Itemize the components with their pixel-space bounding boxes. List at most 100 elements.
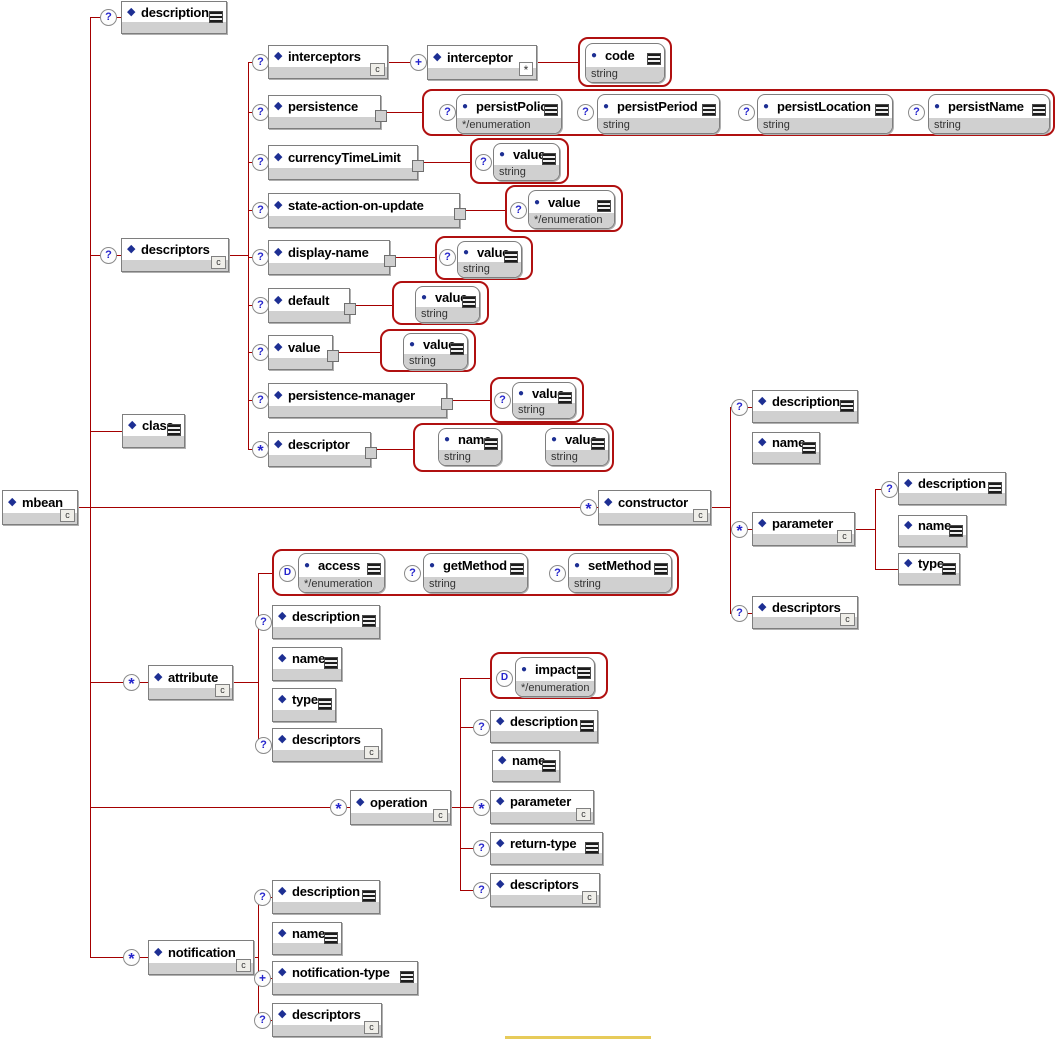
attribute-box-state-action-value[interactable]: value */enumeration	[528, 190, 615, 229]
attribute-box-value-value[interactable]: value string	[403, 333, 468, 370]
element-box-attribute-description[interactable]: description	[272, 605, 380, 639]
element-box-value[interactable]: value	[268, 335, 339, 370]
complex-content-icon[interactable]	[364, 746, 379, 759]
expand-handle[interactable]	[365, 447, 377, 459]
element-box-return-type[interactable]: return-type	[490, 832, 603, 865]
attribute-box-display-name-value[interactable]: value string	[457, 241, 522, 278]
element-box-currencyTimeLimit[interactable]: currencyTimeLimit	[268, 145, 424, 180]
attribute-box-default-value[interactable]: value string	[415, 286, 480, 323]
element-diamond-icon	[274, 342, 288, 353]
element-diamond-icon	[278, 653, 292, 664]
element-box-constructor[interactable]: constructor	[598, 490, 711, 525]
element-box-operation-name[interactable]: name	[492, 750, 560, 782]
complex-content-icon[interactable]	[576, 808, 591, 821]
element-box-descriptors[interactable]: descriptors	[121, 238, 229, 272]
optional-indicator: ?	[473, 719, 490, 736]
element-box-attribute-name[interactable]: name	[272, 647, 342, 681]
complex-content-icon[interactable]	[433, 809, 448, 822]
attribute-circle-icon	[409, 339, 423, 350]
attribute-box-getMethod[interactable]: getMethod string	[423, 553, 528, 593]
complex-content-icon[interactable]	[840, 613, 855, 626]
element-box-interceptors[interactable]: interceptors	[268, 45, 388, 79]
complex-content-icon[interactable]	[837, 530, 852, 543]
node-title-row: persistPeriod	[598, 95, 719, 118]
expand-handle[interactable]	[454, 208, 466, 220]
complex-content-icon[interactable]	[693, 509, 708, 522]
node-label: descriptors	[292, 1007, 361, 1022]
element-box-notification-description[interactable]: description	[272, 880, 380, 914]
element-diamond-icon	[758, 602, 772, 613]
element-diamond-icon	[127, 7, 141, 18]
complex-content-icon[interactable]	[60, 509, 75, 522]
annotation-icon	[542, 153, 556, 165]
node-label: value	[423, 336, 456, 352]
element-box-persistence-manager[interactable]: persistence-manager	[268, 383, 453, 418]
element-box-notification-type[interactable]: notification-type	[272, 961, 418, 995]
node-title-row: descriptors	[273, 1004, 381, 1025]
element-box-default[interactable]: default	[268, 288, 356, 323]
attribute-box-access[interactable]: access */enumeration	[298, 553, 385, 593]
node-type-band	[899, 573, 959, 584]
element-box-descriptor[interactable]: descriptor	[268, 432, 377, 467]
attribute-box-persistence-manager-value[interactable]: value string	[512, 382, 576, 419]
attribute-box-persistLocation[interactable]: persistLocation string	[757, 94, 893, 134]
element-box-operation[interactable]: operation	[350, 790, 451, 825]
attribute-box-descriptor-name[interactable]: name string	[438, 428, 502, 466]
node-title-row: value	[416, 287, 479, 307]
complex-content-icon[interactable]	[215, 684, 230, 697]
element-box-constructor-descriptors[interactable]: descriptors	[752, 596, 858, 629]
node-title-row: setMethod	[569, 554, 671, 577]
node-title-row: name	[439, 429, 501, 450]
expand-handle[interactable]	[384, 255, 396, 267]
element-box-constructor-name[interactable]: name	[752, 432, 820, 464]
node-label: persistence-manager	[288, 387, 415, 403]
element-box-parameter[interactable]: parameter	[752, 512, 855, 546]
attribute-box-persistName[interactable]: persistName string	[928, 94, 1050, 134]
attribute-box-currencyTimeLimit-value[interactable]: value string	[493, 143, 560, 181]
element-box-parameter-description[interactable]: description	[898, 472, 1006, 505]
node-label: persistLocation	[777, 99, 871, 114]
element-box-parameter-type[interactable]: type	[898, 553, 960, 585]
element-box-attribute-descriptors[interactable]: descriptors	[272, 728, 382, 762]
complex-content-icon[interactable]	[211, 256, 226, 269]
element-box-notification[interactable]: notification	[148, 940, 254, 975]
datatype-label: */enumeration	[521, 682, 590, 694]
attribute-box-persistPolicy[interactable]: persistPolicy */enumeration	[456, 94, 562, 134]
element-box-attribute-type[interactable]: type	[272, 688, 336, 722]
annotation-icon	[949, 525, 963, 537]
annotation-icon	[209, 11, 223, 23]
element-box-attribute[interactable]: attribute	[148, 665, 233, 700]
complex-content-icon[interactable]	[236, 959, 251, 972]
expand-handle[interactable]	[375, 110, 387, 122]
node-type-band	[491, 812, 593, 823]
datatype-label: */enumeration	[534, 214, 603, 226]
expand-handle[interactable]	[412, 160, 424, 172]
attribute-box-setMethod[interactable]: setMethod string	[568, 553, 672, 593]
attribute-box-impact[interactable]: impact */enumeration	[515, 657, 595, 697]
expand-handle[interactable]	[344, 303, 356, 315]
element-box-interceptor[interactable]: interceptor	[427, 45, 537, 80]
element-box-persistence[interactable]: persistence	[268, 95, 387, 129]
element-box-state-action-on-update[interactable]: state-action-on-update	[268, 193, 466, 228]
complex-content-icon[interactable]	[370, 63, 385, 76]
attribute-box-code[interactable]: code string	[585, 43, 665, 83]
attribute-box-descriptor-value[interactable]: value string	[545, 428, 609, 466]
element-box-constructor-description[interactable]: description	[752, 390, 858, 423]
element-box-operation-description[interactable]: description	[490, 710, 598, 743]
annotation-icon	[577, 667, 591, 679]
element-box-operation-parameter[interactable]: parameter	[490, 790, 594, 824]
element-box-description[interactable]: description	[121, 1, 227, 34]
element-box-operation-descriptors[interactable]: descriptors	[490, 873, 600, 907]
expand-handle[interactable]	[441, 398, 453, 410]
element-box-parameter-name[interactable]: name	[898, 515, 967, 547]
element-box-notification-name[interactable]: name	[272, 922, 342, 955]
element-box-notification-descriptors[interactable]: descriptors	[272, 1003, 382, 1037]
attribute-box-persistPeriod[interactable]: persistPeriod string	[597, 94, 720, 134]
element-box-display-name[interactable]: display-name	[268, 240, 396, 275]
node-label: name	[772, 435, 806, 450]
element-box-class[interactable]: class	[122, 414, 185, 448]
element-box-mbean[interactable]: mbean	[2, 490, 78, 525]
complex-content-icon[interactable]	[364, 1021, 379, 1034]
complex-content-icon[interactable]	[582, 891, 597, 904]
expand-handle[interactable]	[327, 350, 339, 362]
